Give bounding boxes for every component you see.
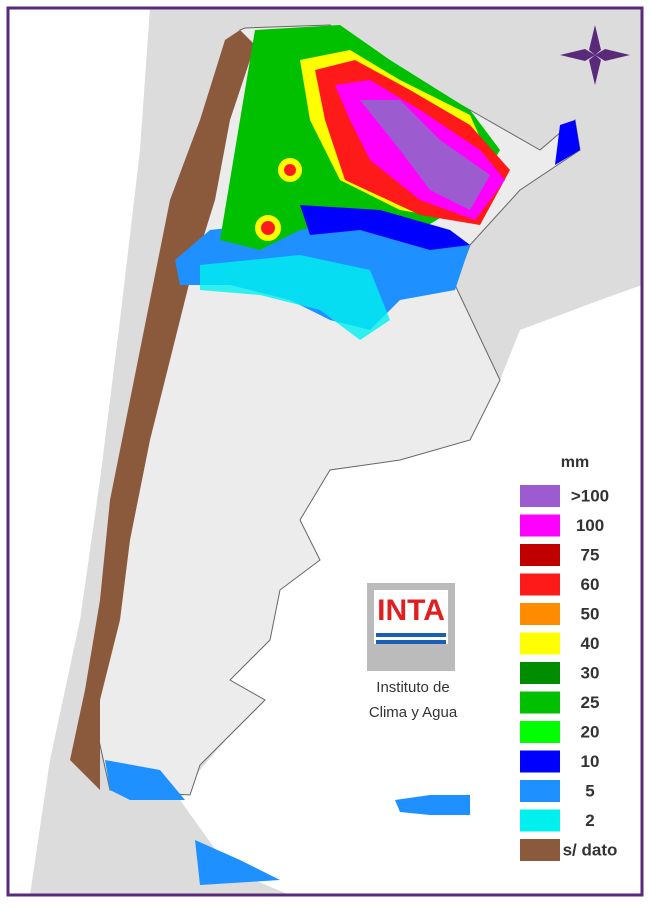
legend-swatch bbox=[520, 721, 560, 743]
compass bbox=[560, 25, 630, 85]
legend-swatch bbox=[520, 662, 560, 684]
logo-bar bbox=[376, 640, 446, 644]
legend-label: 30 bbox=[581, 663, 600, 682]
logo-text: INTA bbox=[377, 594, 445, 627]
legend-swatch bbox=[520, 809, 560, 832]
malvinas bbox=[395, 795, 470, 815]
precip-south bbox=[105, 760, 185, 800]
legend-swatch bbox=[520, 514, 560, 537]
precip-tdf bbox=[195, 840, 280, 885]
precip-10 bbox=[300, 205, 470, 250]
legend-swatch bbox=[520, 691, 560, 714]
frame bbox=[6, 6, 644, 897]
legend-label: 50 bbox=[581, 604, 600, 623]
legend-label: 100 bbox=[576, 516, 604, 535]
logo-caption: Instituto de bbox=[376, 679, 449, 696]
legend-label: 5 bbox=[585, 781, 594, 800]
logo-caption: Clima y Agua bbox=[369, 704, 458, 721]
precip-spot bbox=[261, 221, 275, 235]
legend: >100 100 75 60 50 40 30 25 20 10 5 2 s/ dato bbox=[520, 485, 617, 861]
legend-label: 25 bbox=[581, 693, 600, 712]
precip-2 bbox=[200, 255, 390, 340]
legend-swatch bbox=[520, 573, 560, 596]
precip-over-100 bbox=[360, 100, 490, 210]
legend-label: 60 bbox=[581, 575, 600, 594]
precip-spot bbox=[284, 164, 296, 176]
legend-label: 2 bbox=[585, 811, 594, 830]
legend-swatch bbox=[520, 544, 560, 566]
legend-label: 40 bbox=[581, 634, 600, 653]
legend-swatch bbox=[520, 485, 560, 507]
legend-label: 10 bbox=[581, 752, 600, 771]
logo-bar bbox=[376, 633, 446, 637]
legend-label: 20 bbox=[581, 722, 600, 741]
legend-swatch bbox=[520, 603, 560, 625]
legend-swatch bbox=[520, 780, 560, 802]
inta-logo: INTA Instituto de Clima y Agua bbox=[367, 583, 458, 721]
precip-10-misiones bbox=[555, 120, 580, 165]
pacific-ocean bbox=[8, 8, 150, 895]
legend-swatch bbox=[520, 839, 560, 861]
legend-label: 75 bbox=[581, 545, 600, 564]
legend-title: mm bbox=[561, 454, 589, 471]
legend-label: s/ dato bbox=[563, 840, 618, 859]
no-data-strip bbox=[70, 30, 255, 790]
legend-swatch bbox=[520, 750, 560, 773]
legend-label: >100 bbox=[571, 486, 609, 505]
legend-swatch bbox=[520, 632, 560, 655]
